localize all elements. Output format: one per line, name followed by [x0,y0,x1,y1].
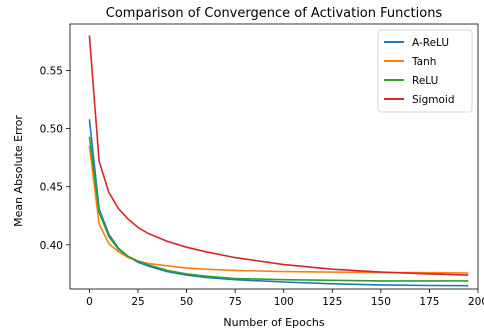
legend-label-tanh: Tanh [411,56,436,68]
plot-lines [88,35,469,287]
x-tick-label: 0 [86,296,93,308]
y-tick-label: 0.55 [40,65,63,77]
y-tick-label: 0.50 [40,124,63,136]
x-tick-label: 25 [131,296,144,308]
plot-frame [69,23,479,290]
series-line-sigmoid [88,35,469,276]
y-tick-label: 0.45 [40,182,63,194]
legend-label-a-relu: A-ReLU [412,37,449,49]
x-tick-label: 125 [322,296,342,308]
legend-box [377,29,473,113]
series-line-tanh [88,145,469,274]
x-tick-label: 100 [274,296,294,308]
x-tick-label: 200 [468,296,484,308]
chart-title: Comparison of Convergence of Activation … [106,6,443,21]
x-axis-ticks: 0 25 50 75 100 125 150 175 200 [86,289,484,308]
legend: A-ReLU Tanh ReLU Sigmoid [377,29,473,113]
y-axis-ticks: 0.40 0.45 0.50 0.55 [40,65,70,252]
y-axis-label: Mean Absolute Error [12,115,25,227]
series-line-a-relu [88,119,469,287]
legend-label-relu: ReLU [412,75,438,87]
x-axis-label: Number of Epochs [223,316,324,329]
x-tick-label: 175 [419,296,439,308]
series-line-relu [88,136,469,282]
x-tick-label: 50 [180,296,193,308]
y-tick-label: 0.40 [40,240,63,252]
legend-label-sigmoid: Sigmoid [412,94,454,106]
x-tick-label: 75 [228,296,241,308]
x-tick-label: 150 [371,296,391,308]
